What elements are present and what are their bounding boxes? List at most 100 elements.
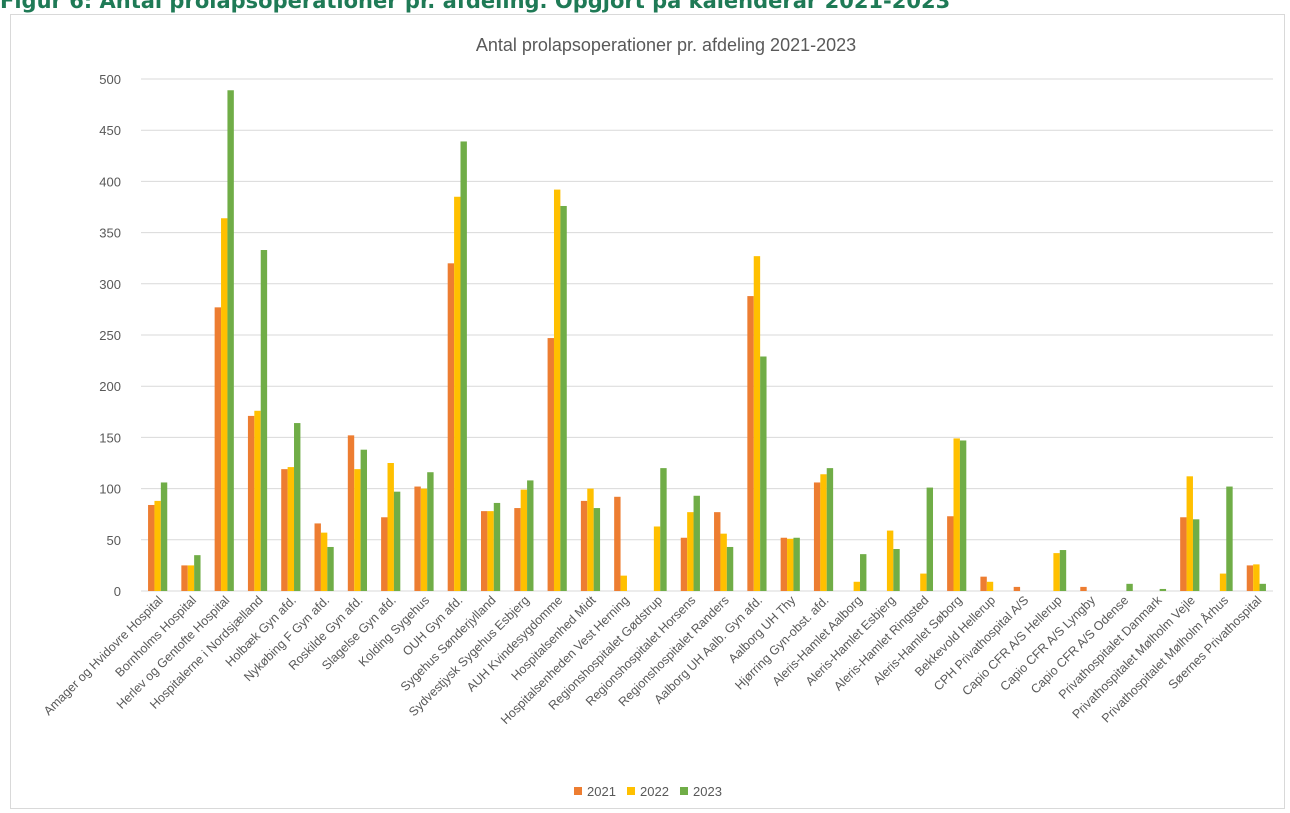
bars xyxy=(148,90,1266,592)
bar-2022 xyxy=(154,500,161,591)
chart-frame: Antal prolapsoperationer pr. afdeling 20… xyxy=(10,14,1285,809)
bar-2021 xyxy=(1080,586,1087,591)
bar-2022 xyxy=(254,410,261,591)
bar-2021 xyxy=(680,537,688,591)
bar-2021 xyxy=(580,500,588,591)
bar-2022 xyxy=(820,474,827,591)
bar-2023 xyxy=(260,250,268,591)
y-tick-label: 150 xyxy=(99,430,121,445)
bar-2023 xyxy=(893,549,900,591)
bar-2022 xyxy=(354,469,361,591)
legend-label-2022: 2022 xyxy=(640,784,669,799)
bar-chart: Antal prolapsoperationer pr. afdeling 20… xyxy=(41,35,1273,799)
bar-2023 xyxy=(660,468,667,591)
bar-2022 xyxy=(287,467,295,591)
bar-2022 xyxy=(653,526,661,591)
bar-2021 xyxy=(281,469,288,591)
bar-2023 xyxy=(360,449,368,591)
y-tick-label: 500 xyxy=(99,72,121,87)
bar-2021 xyxy=(780,537,788,591)
bar-2021 xyxy=(514,508,521,591)
bar-2021 xyxy=(747,296,754,591)
y-tick-label: 250 xyxy=(99,328,121,343)
bar-2021 xyxy=(1246,565,1254,591)
bar-2023 xyxy=(726,546,734,591)
bar-2023 xyxy=(793,537,800,591)
bar-2022 xyxy=(221,218,228,591)
bar-2022 xyxy=(886,530,894,591)
y-tick-label: 100 xyxy=(99,482,121,497)
legend-label-2023: 2023 xyxy=(693,784,722,799)
bar-2022 xyxy=(920,573,927,591)
bar-2023 xyxy=(527,480,534,591)
bar-2023 xyxy=(1259,583,1266,591)
y-tick-label: 350 xyxy=(99,226,121,241)
bar-2021 xyxy=(181,565,188,591)
y-tick-label: 300 xyxy=(99,277,121,292)
bar-2021 xyxy=(314,523,321,591)
bar-2021 xyxy=(714,512,721,591)
bar-2023 xyxy=(1126,583,1133,591)
bar-2022 xyxy=(187,565,195,591)
x-tick-label: Privathospitalet Mølholm Vejle xyxy=(1070,593,1198,721)
bar-2022 xyxy=(986,581,994,591)
bar-2021 xyxy=(414,486,421,591)
bar-2021 xyxy=(1013,586,1021,591)
bar-2022 xyxy=(1053,553,1060,591)
bar-2023 xyxy=(560,205,567,592)
bar-2023 xyxy=(1226,486,1233,591)
bar-2022 xyxy=(753,256,761,591)
legend-swatch-2023 xyxy=(680,787,688,795)
bar-2023 xyxy=(1059,550,1067,591)
y-tick-label: 450 xyxy=(99,123,121,138)
bar-2023 xyxy=(427,472,434,591)
bar-2023 xyxy=(926,487,934,591)
bar-2023 xyxy=(294,423,301,591)
bar-2021 xyxy=(347,435,355,591)
bar-2023 xyxy=(227,90,234,591)
bar-2022 xyxy=(587,488,594,591)
bar-2021 xyxy=(214,307,222,591)
bar-2022 xyxy=(487,511,494,591)
gridlines xyxy=(141,78,1273,592)
bar-2023 xyxy=(693,495,700,591)
bar-2021 xyxy=(947,516,954,591)
bar-2022 xyxy=(520,489,528,591)
bar-2021 xyxy=(447,263,455,591)
bar-2021 xyxy=(381,517,388,591)
legend: 2021 2022 2023 xyxy=(574,784,722,799)
bar-2022 xyxy=(1219,573,1227,591)
bar-2022 xyxy=(953,438,960,591)
bar-2023 xyxy=(826,468,834,591)
bar-2022 xyxy=(1253,564,1260,591)
bar-2021 xyxy=(1180,517,1187,591)
bar-2023 xyxy=(460,141,467,591)
bar-2022 xyxy=(387,463,394,591)
legend-label-2021: 2021 xyxy=(587,784,616,799)
bar-2022 xyxy=(853,581,861,591)
bar-2022 xyxy=(1186,476,1193,591)
y-tick-label: 0 xyxy=(114,584,121,599)
bar-2021 xyxy=(480,511,488,591)
y-tick-label: 400 xyxy=(99,174,121,189)
legend-swatch-2021 xyxy=(574,787,582,795)
bar-2021 xyxy=(980,576,987,591)
bar-2023 xyxy=(760,356,767,591)
bar-2022 xyxy=(620,575,627,591)
bar-2023 xyxy=(860,554,867,591)
bar-2023 xyxy=(959,440,967,591)
bar-2023 xyxy=(1159,588,1167,591)
bar-2023 xyxy=(393,491,401,591)
bar-2023 xyxy=(593,508,601,591)
x-tick-label: Amager og Hvidovre Hospital xyxy=(41,593,166,718)
chart-title: Antal prolapsoperationer pr. afdeling 20… xyxy=(476,35,856,55)
bar-2023 xyxy=(327,546,334,591)
bar-2021 xyxy=(547,338,554,591)
bar-2022 xyxy=(687,512,694,591)
bar-2023 xyxy=(194,555,201,591)
y-tick-label: 200 xyxy=(99,379,121,394)
y-axis-ticks: 0 50 100 150 200 250 300 350 400 450 500 xyxy=(99,72,121,599)
bar-2023 xyxy=(1192,519,1200,591)
bar-2022 xyxy=(720,533,727,591)
